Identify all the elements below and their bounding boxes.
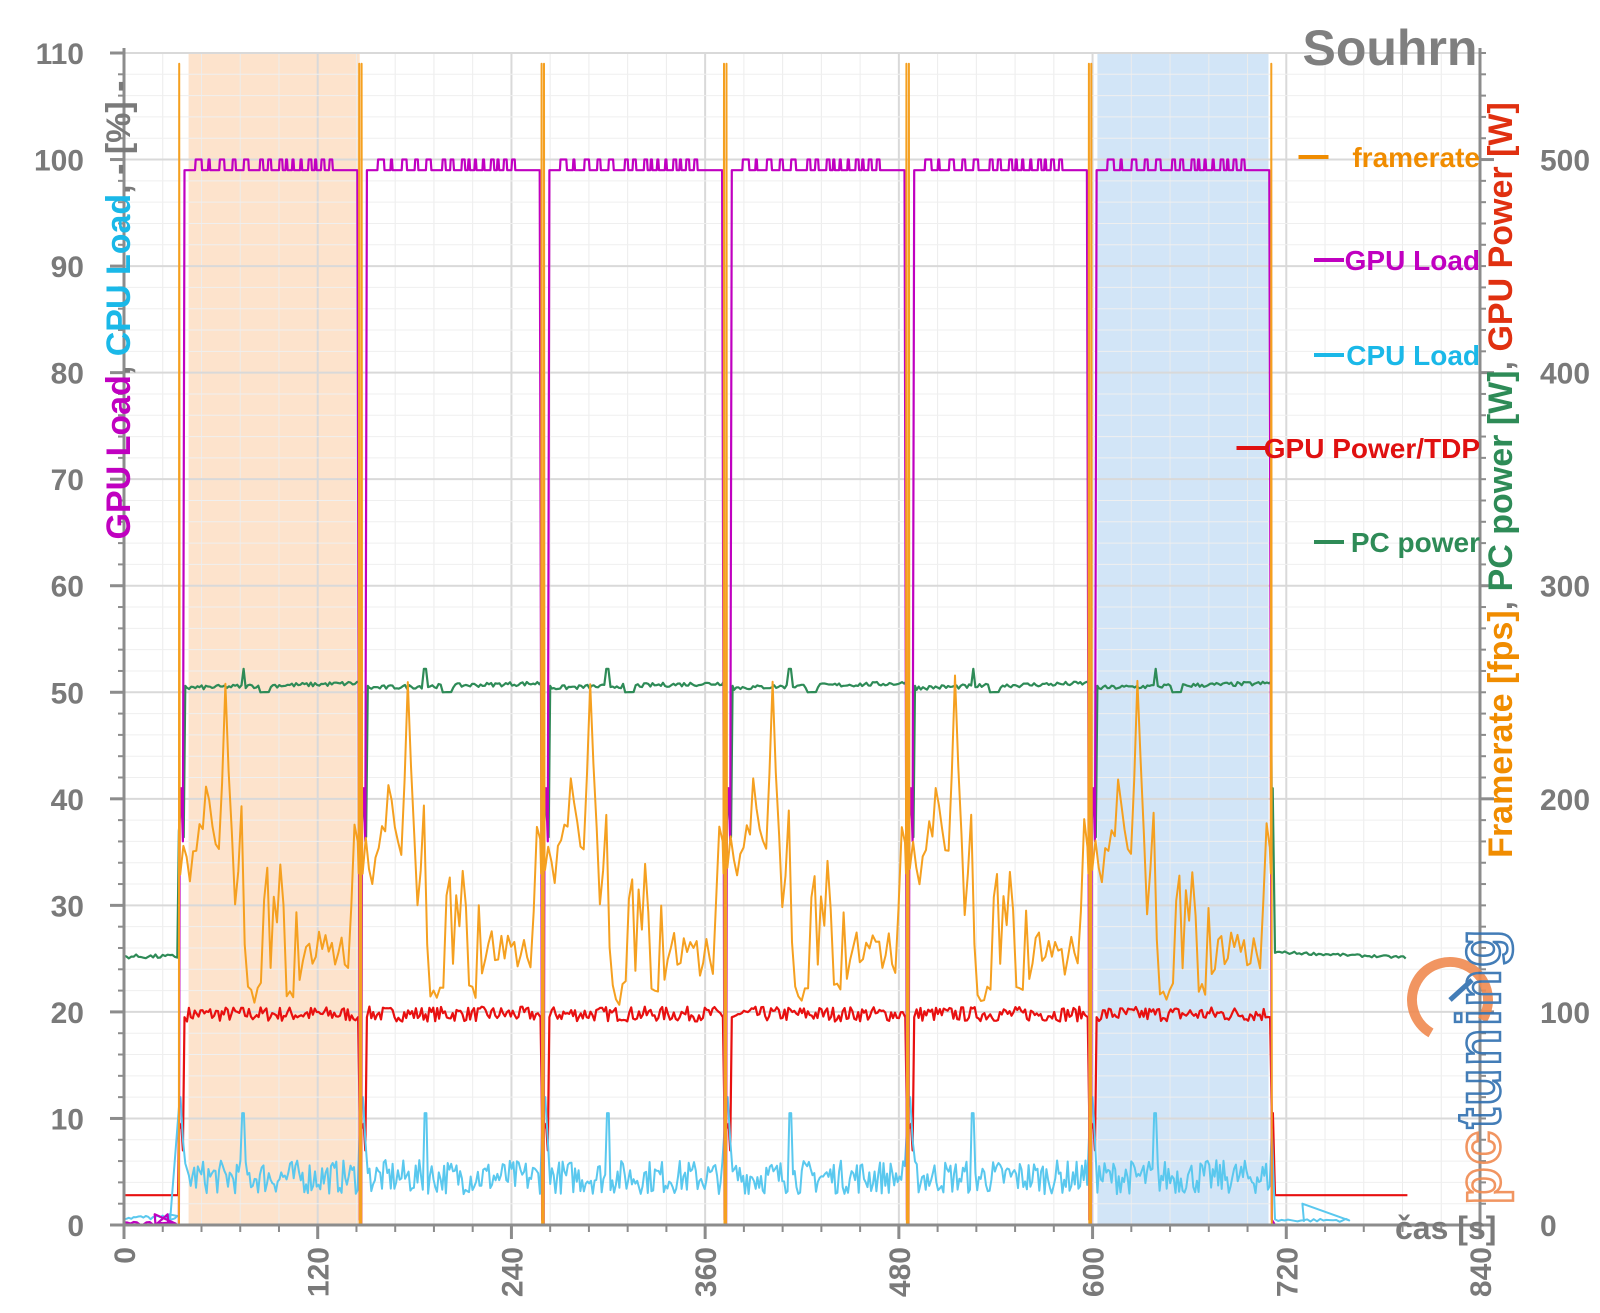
x-tick-label: 0 [109,1247,142,1264]
y-right-tick-label: 0 [1540,1210,1557,1243]
x-tick-label: 240 [496,1247,529,1297]
highlight-band-0 [188,53,360,1225]
y-left-tick-label: 70 [51,464,84,497]
y-left-tick-label: 10 [51,1103,84,1136]
y-left-tick-label: 30 [51,890,84,923]
highlight-band-1 [1097,53,1269,1225]
y-axis-left-title-part-1: , [100,356,138,375]
series-pc-power [123,667,1407,960]
logo-text: pctuning [1445,927,1514,1205]
y-left-tick-label: 60 [51,571,84,604]
y-axis-right-title-part-3: , [1482,352,1520,371]
x-tick-label: 600 [1078,1247,1111,1297]
legend-label-1: GPU Load [1345,245,1480,276]
y-axis-left-title-part-3: , - [%] - [100,80,138,193]
y-axis-right-title-part-4: GPU Power [W] [1482,102,1520,351]
legend-label-4: PC power [1351,527,1480,558]
legend-label-3: GPU Power/TDP [1264,433,1480,464]
y-axis-right-title: Framerate [fps], PC power [W], GPU Power… [1482,102,1520,858]
y-axis-right-title-part-2: PC power [W] [1482,370,1520,591]
y-left-tick-label: 110 [36,38,84,71]
y-left-tick-label: 90 [51,251,84,284]
y-left-tick-label: 0 [67,1210,84,1243]
x-tick-label: 360 [690,1247,723,1297]
y-right-tick-label: 200 [1540,784,1590,817]
y-axis-left-title-part-0: GPU Load [100,375,138,539]
chart-title: Souhrn [1303,20,1478,76]
x-tick-label: 840 [1465,1247,1498,1297]
x-tick-label: 720 [1271,1247,1304,1297]
y-axis-left-title: GPU Load, CPU Load, - [%] - [100,80,138,539]
y-left-tick-label: 40 [51,784,84,817]
y-right-tick-label: 100 [1540,997,1590,1030]
pctuning-logo: pctuning [1407,926,1515,1206]
y-left-tick-label: 80 [51,358,84,391]
x-tick-label: 120 [303,1247,336,1297]
x-tick-label: 480 [884,1247,917,1297]
y-axis-right-title-part-0: Framerate [fps] [1482,610,1520,858]
y-left-tick-label: 50 [51,677,84,710]
legend-label-0: framerate [1352,142,1480,173]
y-left-tick-label: 100 [34,145,84,178]
legend-label-2: CPU Load [1346,340,1480,371]
y-axis-right-title-part-1: , [1482,591,1520,610]
series-gpu-load [122,158,1351,1227]
y-right-tick-label: 300 [1540,571,1590,604]
y-axis-left-title-part-2: CPU Load [100,194,138,356]
x-axis-title: čas [s] [1395,1210,1496,1246]
y-right-tick-label: 500 [1540,145,1590,178]
y-right-tick-label: 400 [1540,358,1590,391]
y-left-tick-label: 20 [51,997,84,1030]
